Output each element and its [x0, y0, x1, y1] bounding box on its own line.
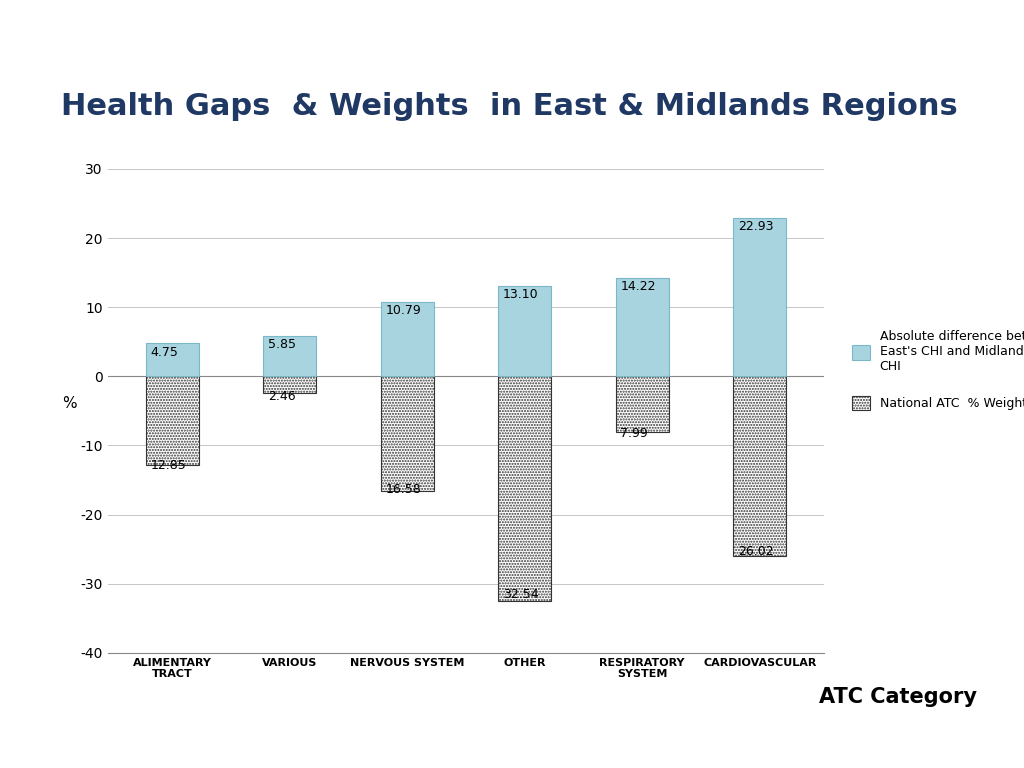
Text: Health Gaps  & Weights  in East & Midlands Regions: Health Gaps & Weights in East & Midlands… — [61, 92, 958, 121]
Bar — [733, 376, 786, 556]
Bar — [145, 343, 199, 376]
Text: 10.79: 10.79 — [385, 304, 421, 317]
Text: 12.85: 12.85 — [151, 458, 186, 472]
Bar — [615, 376, 669, 432]
Text: 4.75: 4.75 — [151, 346, 178, 359]
Text: 16.58: 16.58 — [385, 483, 421, 496]
Text: 26.02: 26.02 — [738, 545, 773, 558]
Bar — [145, 376, 199, 465]
Legend: Absolute difference between
East's CHI and Midland's
CHI, National ATC  % Weight: Absolute difference between East's CHI a… — [852, 330, 1024, 410]
Bar — [263, 336, 316, 376]
Text: 2.46: 2.46 — [268, 390, 296, 403]
Text: 13.10: 13.10 — [503, 288, 539, 301]
Bar — [499, 286, 551, 376]
Text: 5.85: 5.85 — [268, 338, 296, 351]
Y-axis label: %: % — [61, 396, 77, 411]
Bar — [381, 302, 433, 376]
Text: 7.99: 7.99 — [621, 427, 648, 440]
Bar — [615, 278, 669, 376]
Text: 14.22: 14.22 — [621, 280, 656, 293]
Bar — [381, 376, 433, 491]
Text: 22.93: 22.93 — [738, 220, 773, 233]
Bar — [499, 376, 551, 601]
Bar — [263, 376, 316, 393]
Text: 32.54: 32.54 — [503, 588, 539, 601]
Bar — [733, 218, 786, 376]
Text: ATC Category: ATC Category — [819, 687, 977, 707]
